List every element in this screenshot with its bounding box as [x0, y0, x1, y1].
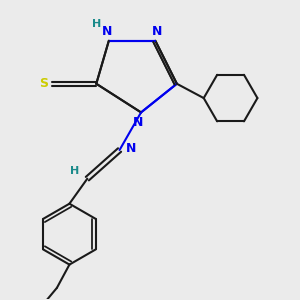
Text: N: N [152, 25, 162, 38]
Text: N: N [133, 116, 143, 129]
Text: H: H [92, 19, 101, 28]
Text: H: H [70, 166, 80, 176]
Text: N: N [102, 25, 112, 38]
Text: N: N [126, 142, 136, 155]
Text: S: S [39, 76, 48, 89]
